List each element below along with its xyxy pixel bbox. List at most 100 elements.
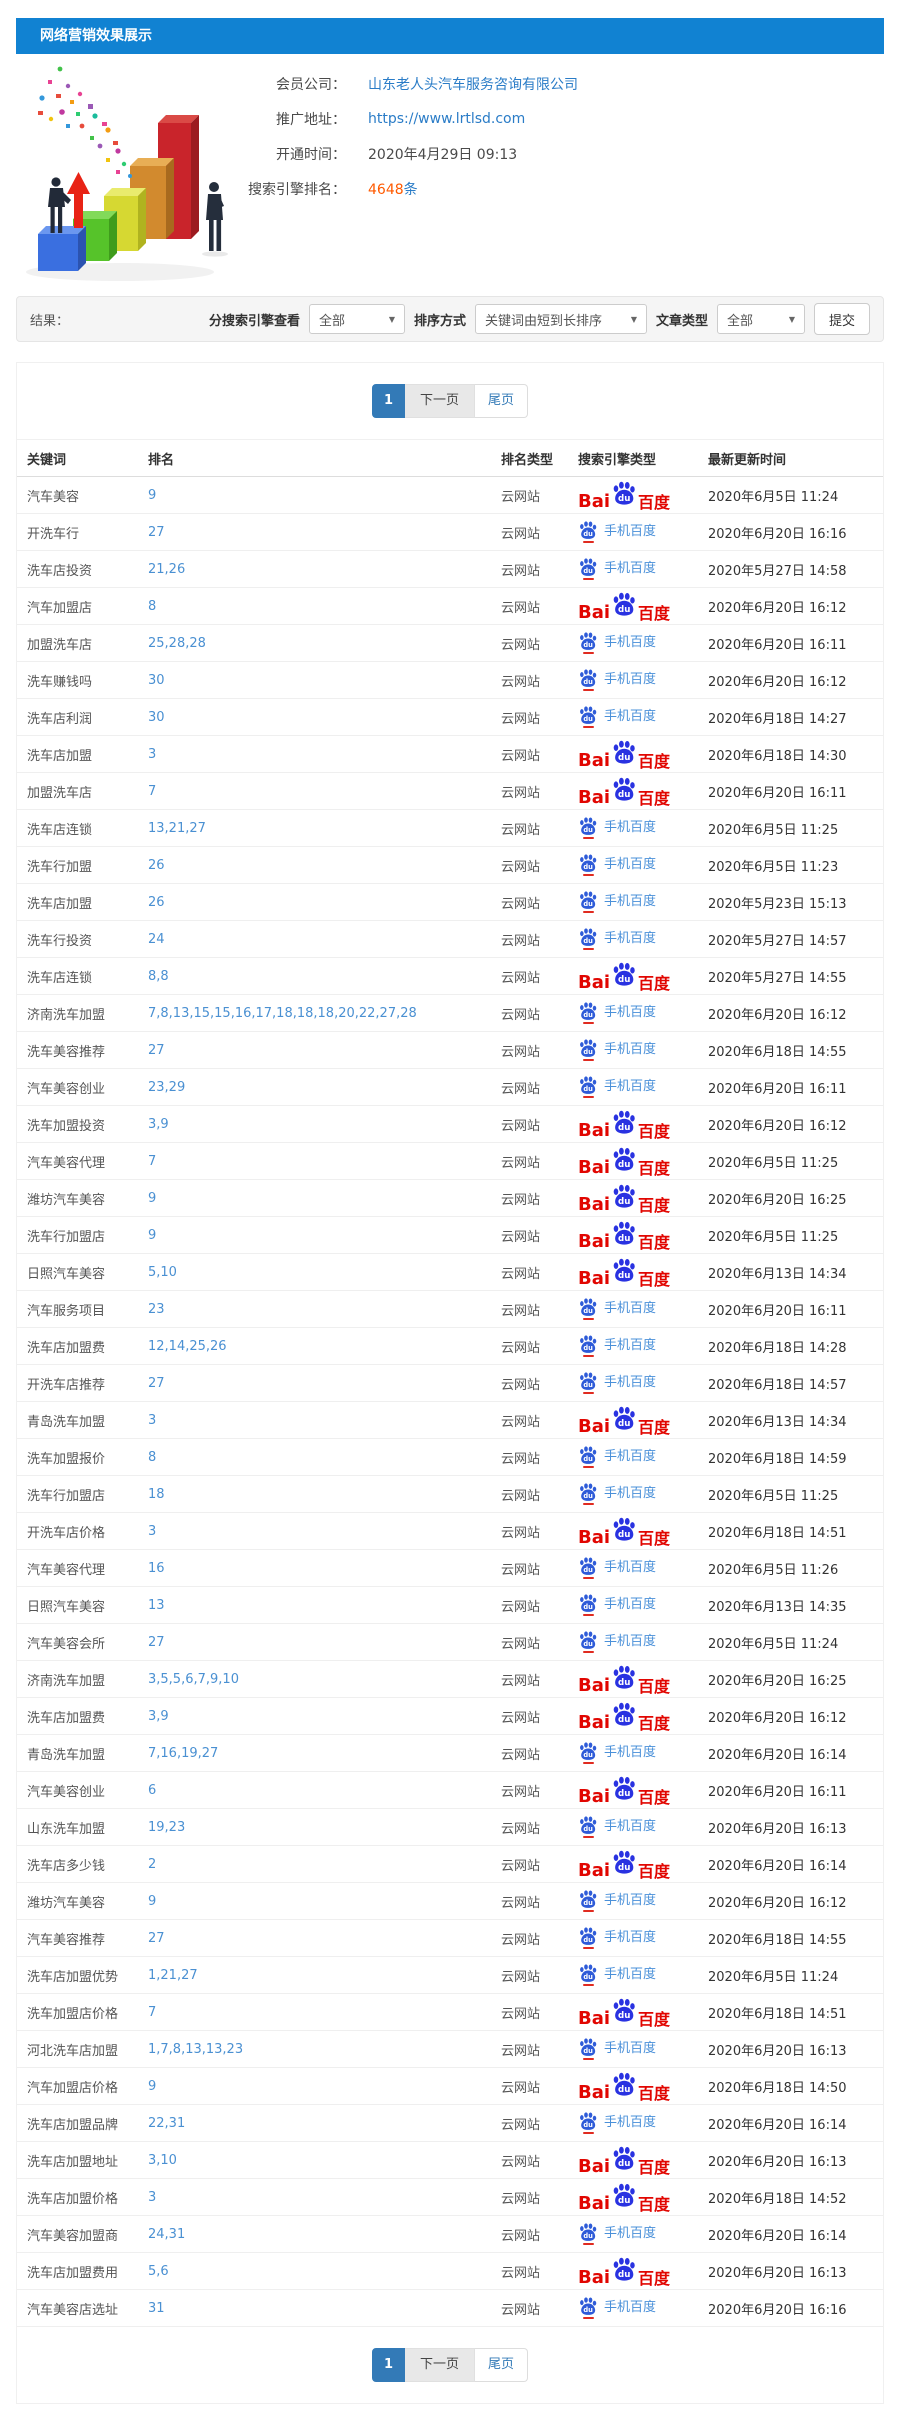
red-underline <box>582 1096 594 1098</box>
rank-cell[interactable]: 27 <box>147 1031 500 1069</box>
rank-cell[interactable]: 2 <box>147 1845 500 1883</box>
rank-cell[interactable]: 12,14,25,26 <box>147 1327 500 1365</box>
rank-cell[interactable]: 9 <box>147 1216 500 1254</box>
rank-cell[interactable]: 26 <box>147 846 500 884</box>
baidu-mobile-logo: du 手机百度 <box>578 1593 656 1616</box>
rank-cell[interactable]: 5,6 <box>147 2252 500 2290</box>
rank-cell[interactable]: 8 <box>147 1438 500 1476</box>
svg-text:du: du <box>618 1160 630 1170</box>
rank-cell[interactable]: 18 <box>147 1475 500 1513</box>
rank-cell[interactable]: 9 <box>147 1882 500 1920</box>
rank-cell[interactable]: 3 <box>147 2178 500 2216</box>
rank-cell[interactable]: 30 <box>147 661 500 699</box>
rank-cell[interactable]: 27 <box>147 1623 500 1661</box>
rank-cell[interactable]: 9 <box>147 1179 500 1217</box>
page-number-current[interactable]: 1 <box>371 2348 405 2382</box>
svg-text:du: du <box>583 678 593 686</box>
rank-cell[interactable]: 9 <box>147 476 500 514</box>
rank-type-cell: 云网站 <box>500 1549 577 1587</box>
rank-cell[interactable]: 1,21,27 <box>147 1956 500 1994</box>
rank-cell[interactable]: 22,31 <box>147 2104 500 2142</box>
rank-cell[interactable]: 9 <box>147 2067 500 2105</box>
rank-cell[interactable]: 16 <box>147 1549 500 1587</box>
baidu-pc-logo: Bai du 百度 <box>578 1146 670 1177</box>
update-time-cell: 2020年6月18日 14:30 <box>707 735 883 773</box>
engine-cell: Bai du 百度 <box>577 1660 707 1698</box>
rank-cell[interactable]: 7 <box>147 772 500 810</box>
rank-type-cell: 云网站 <box>500 1364 577 1402</box>
rank-cell[interactable]: 21,26 <box>147 550 500 588</box>
rank-cell[interactable]: 3,9 <box>147 1697 500 1735</box>
engine-cell: du 手机百度 <box>577 1808 707 1846</box>
rank-cell[interactable]: 7 <box>147 1993 500 2031</box>
rank-cell[interactable]: 6 <box>147 1771 500 1809</box>
page-number-current[interactable]: 1 <box>371 384 405 418</box>
promo-url-link[interactable]: https://www.lrtlsd.com <box>368 110 526 127</box>
table-row: 洗车店加盟费用 5,6 云网站 Bai du 百度 2020年6月20日 16:13 <box>17 2252 883 2290</box>
keyword-cell: 汽车美容代理 <box>17 1549 147 1587</box>
rank-cell[interactable]: 27 <box>147 513 500 551</box>
baidu-mobile-label: 手机百度 <box>604 1449 657 1464</box>
rank-cell[interactable]: 27 <box>147 1919 500 1957</box>
last-page-button[interactable]: 尾页 <box>475 384 529 418</box>
rank-cell[interactable]: 31 <box>147 2289 500 2327</box>
table-row: 洗车行投资 24 云网站 du 手机百度 2020年5月27日 14:57 <box>17 920 883 958</box>
engine-cell: Bai du 百度 <box>577 957 707 995</box>
rank-cell[interactable]: 25,28,28 <box>147 624 500 662</box>
article-type-select[interactable]: 全部 ▼ <box>717 304 805 334</box>
rank-cell[interactable]: 3 <box>147 1401 500 1439</box>
sort-select[interactable]: 关键词由短到长排序 ▼ <box>474 304 647 334</box>
update-time-cell: 2020年6月13日 14:34 <box>707 1401 883 1439</box>
rank-cell[interactable]: 5,10 <box>147 1253 500 1291</box>
engine-cell: du 手机百度 <box>577 2289 707 2327</box>
update-time-cell: 2020年6月20日 16:12 <box>707 1105 883 1143</box>
rank-cell[interactable]: 23 <box>147 1290 500 1328</box>
rank-cell[interactable]: 3,10 <box>147 2141 500 2179</box>
rank-type-cell: 云网站 <box>500 1290 577 1328</box>
rank-cell[interactable]: 8,8 <box>147 957 500 995</box>
next-page-button[interactable]: 下一页 <box>404 2348 475 2382</box>
baidu-mobile-logo: du 手机百度 <box>578 927 656 950</box>
rank-cell[interactable]: 19,23 <box>147 1808 500 1846</box>
rank-cell[interactable]: 1,7,8,13,13,23 <box>147 2030 500 2068</box>
table-row: 洗车加盟报价 8 云网站 du 手机百度 2020年6月18日 14:59 <box>17 1438 883 1476</box>
rank-cell[interactable]: 3 <box>147 735 500 773</box>
rank-cell[interactable]: 30 <box>147 698 500 736</box>
table-row: 青岛洗车加盟 7,16,19,27 云网站 du 手机百度 2020年6月20日 1… <box>17 1734 883 1772</box>
rank-cell[interactable]: 3,5,5,6,7,9,10 <box>147 1660 500 1698</box>
keyword-cell: 洗车美容推荐 <box>17 1031 147 1069</box>
svg-text:du: du <box>583 2047 593 2055</box>
update-time-cell: 2020年6月18日 14:57 <box>707 1364 883 1402</box>
baidu-paw-icon: du <box>580 1372 597 1390</box>
filter-bar: 结果： 分搜索引擎查看 全部 ▼ 排序方式 关键词由短到长排序 ▼ 文章类型 全… <box>16 296 884 342</box>
rank-cell[interactable]: 8 <box>147 587 500 625</box>
red-underline <box>582 1651 594 1653</box>
red-underline <box>582 1503 594 1505</box>
baidu-paw-icon: du <box>580 1557 597 1575</box>
rank-cell[interactable]: 3 <box>147 1512 500 1550</box>
rank-cell[interactable]: 23,29 <box>147 1068 500 1106</box>
rank-cell[interactable]: 3,9 <box>147 1105 500 1143</box>
next-page-button[interactable]: 下一页 <box>404 384 475 418</box>
engine-filter-label: 分搜索引擎查看 <box>208 313 300 329</box>
rank-cell[interactable]: 24 <box>147 920 500 958</box>
rank-cell[interactable]: 13,21,27 <box>147 809 500 847</box>
rank-cell[interactable]: 27 <box>147 1364 500 1402</box>
rank-cell[interactable]: 7,8,13,15,15,16,17,18,18,18,20,22,27,28 <box>147 994 500 1032</box>
last-page-button[interactable]: 尾页 <box>475 2348 529 2382</box>
rank-type-cell: 云网站 <box>500 698 577 736</box>
engine-cell: Bai du 百度 <box>577 1142 707 1180</box>
baidu-mobile-label: 手机百度 <box>604 635 657 650</box>
engine-select[interactable]: 全部 ▼ <box>308 304 405 334</box>
rank-cell[interactable]: 7,16,19,27 <box>147 1734 500 1772</box>
rank-cell[interactable]: 24,31 <box>147 2215 500 2253</box>
rank-cell[interactable]: 13 <box>147 1586 500 1624</box>
table-row: 山东洗车加盟 19,23 云网站 du 手机百度 2020年6月20日 16:13 <box>17 1808 883 1846</box>
rank-cell[interactable]: 7 <box>147 1142 500 1180</box>
baidu-paw-icon: du <box>580 1039 597 1057</box>
submit-button[interactable]: 提交 <box>814 303 870 335</box>
table-header-row: 关键词 排名 排名类型 搜索引擎类型 最新更新时间 <box>17 439 883 477</box>
rank-cell[interactable]: 26 <box>147 883 500 921</box>
baidu-paw-icon: du <box>580 1483 597 1501</box>
company-link[interactable]: 山东老人头汽车服务咨询有限公司 <box>368 76 578 93</box>
